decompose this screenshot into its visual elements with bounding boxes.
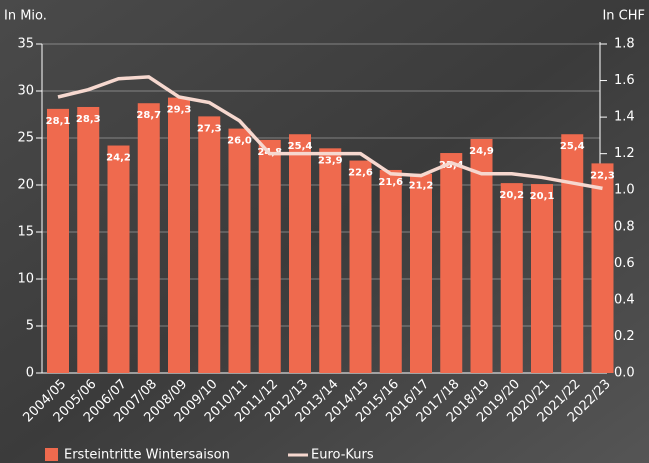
legend-swatch (45, 448, 58, 461)
value-label: 20,2 (499, 190, 524, 201)
y2-tick-label: 0.8 (614, 219, 635, 234)
value-label: 28,3 (76, 114, 101, 125)
y-tick-label: 20 (17, 178, 34, 193)
y2-tick-label: 1.6 (614, 73, 635, 88)
bar (470, 138, 493, 373)
bar (379, 169, 402, 373)
bar (410, 173, 432, 373)
y-tick-label: 35 (17, 37, 34, 52)
y-tick-label: 25 (17, 131, 34, 146)
y2-tick-label: 0.6 (614, 256, 635, 271)
y2-tick-label: 0.0 (614, 366, 635, 381)
value-label: 22,3 (590, 170, 615, 181)
value-label: 26,0 (227, 136, 252, 147)
value-label: 25,4 (288, 141, 313, 152)
bar (228, 128, 251, 373)
bar (440, 153, 463, 373)
bar (198, 116, 221, 373)
bar (531, 184, 553, 373)
y-tick-label: 0 (26, 366, 34, 381)
bar (289, 134, 311, 373)
y2-tick-label: 1.8 (614, 37, 635, 52)
bar (561, 134, 584, 373)
value-label: 24,2 (106, 153, 131, 164)
y-tick-label: 30 (17, 84, 34, 99)
value-label: 21,2 (409, 181, 434, 192)
value-label: 28,1 (46, 116, 71, 127)
legend-label: Ersteintritte Wintersaison (64, 448, 230, 463)
value-label: 28,7 (136, 110, 161, 121)
value-label: 21,6 (378, 177, 403, 188)
bar (77, 106, 100, 373)
value-label: 24,9 (469, 146, 494, 157)
y2-tick-label: 1.2 (614, 146, 635, 161)
y2-tick-label: 1.0 (614, 183, 635, 198)
value-label: 29,3 (167, 105, 192, 116)
bar (591, 163, 614, 373)
y-tick-label: 10 (17, 272, 34, 287)
y2-tick-label: 1.4 (614, 110, 635, 125)
y2-axis-label: In CHF (602, 9, 645, 24)
value-label: 27,3 (197, 123, 222, 134)
y2-tick-label: 0.4 (614, 292, 635, 307)
y2-tick-label: 0.2 (614, 329, 635, 344)
bar (107, 145, 130, 373)
bar (47, 108, 69, 374)
value-label: 25,4 (560, 141, 585, 152)
value-label: 22,6 (348, 168, 373, 179)
y-axis-label: In Mio. (4, 9, 47, 24)
bar (500, 183, 523, 373)
y-tick-label: 15 (17, 225, 34, 240)
value-label: 23,4 (439, 160, 464, 171)
legend-label: Euro-Kurs (311, 448, 374, 463)
line (57, 75, 603, 191)
y-tick-label: 5 (26, 319, 34, 334)
bar (168, 97, 190, 373)
bar (258, 139, 281, 373)
value-label: 23,9 (318, 155, 343, 166)
bar (349, 160, 372, 373)
bar (319, 148, 342, 373)
value-label: 20,1 (530, 191, 555, 202)
bar (137, 103, 160, 373)
